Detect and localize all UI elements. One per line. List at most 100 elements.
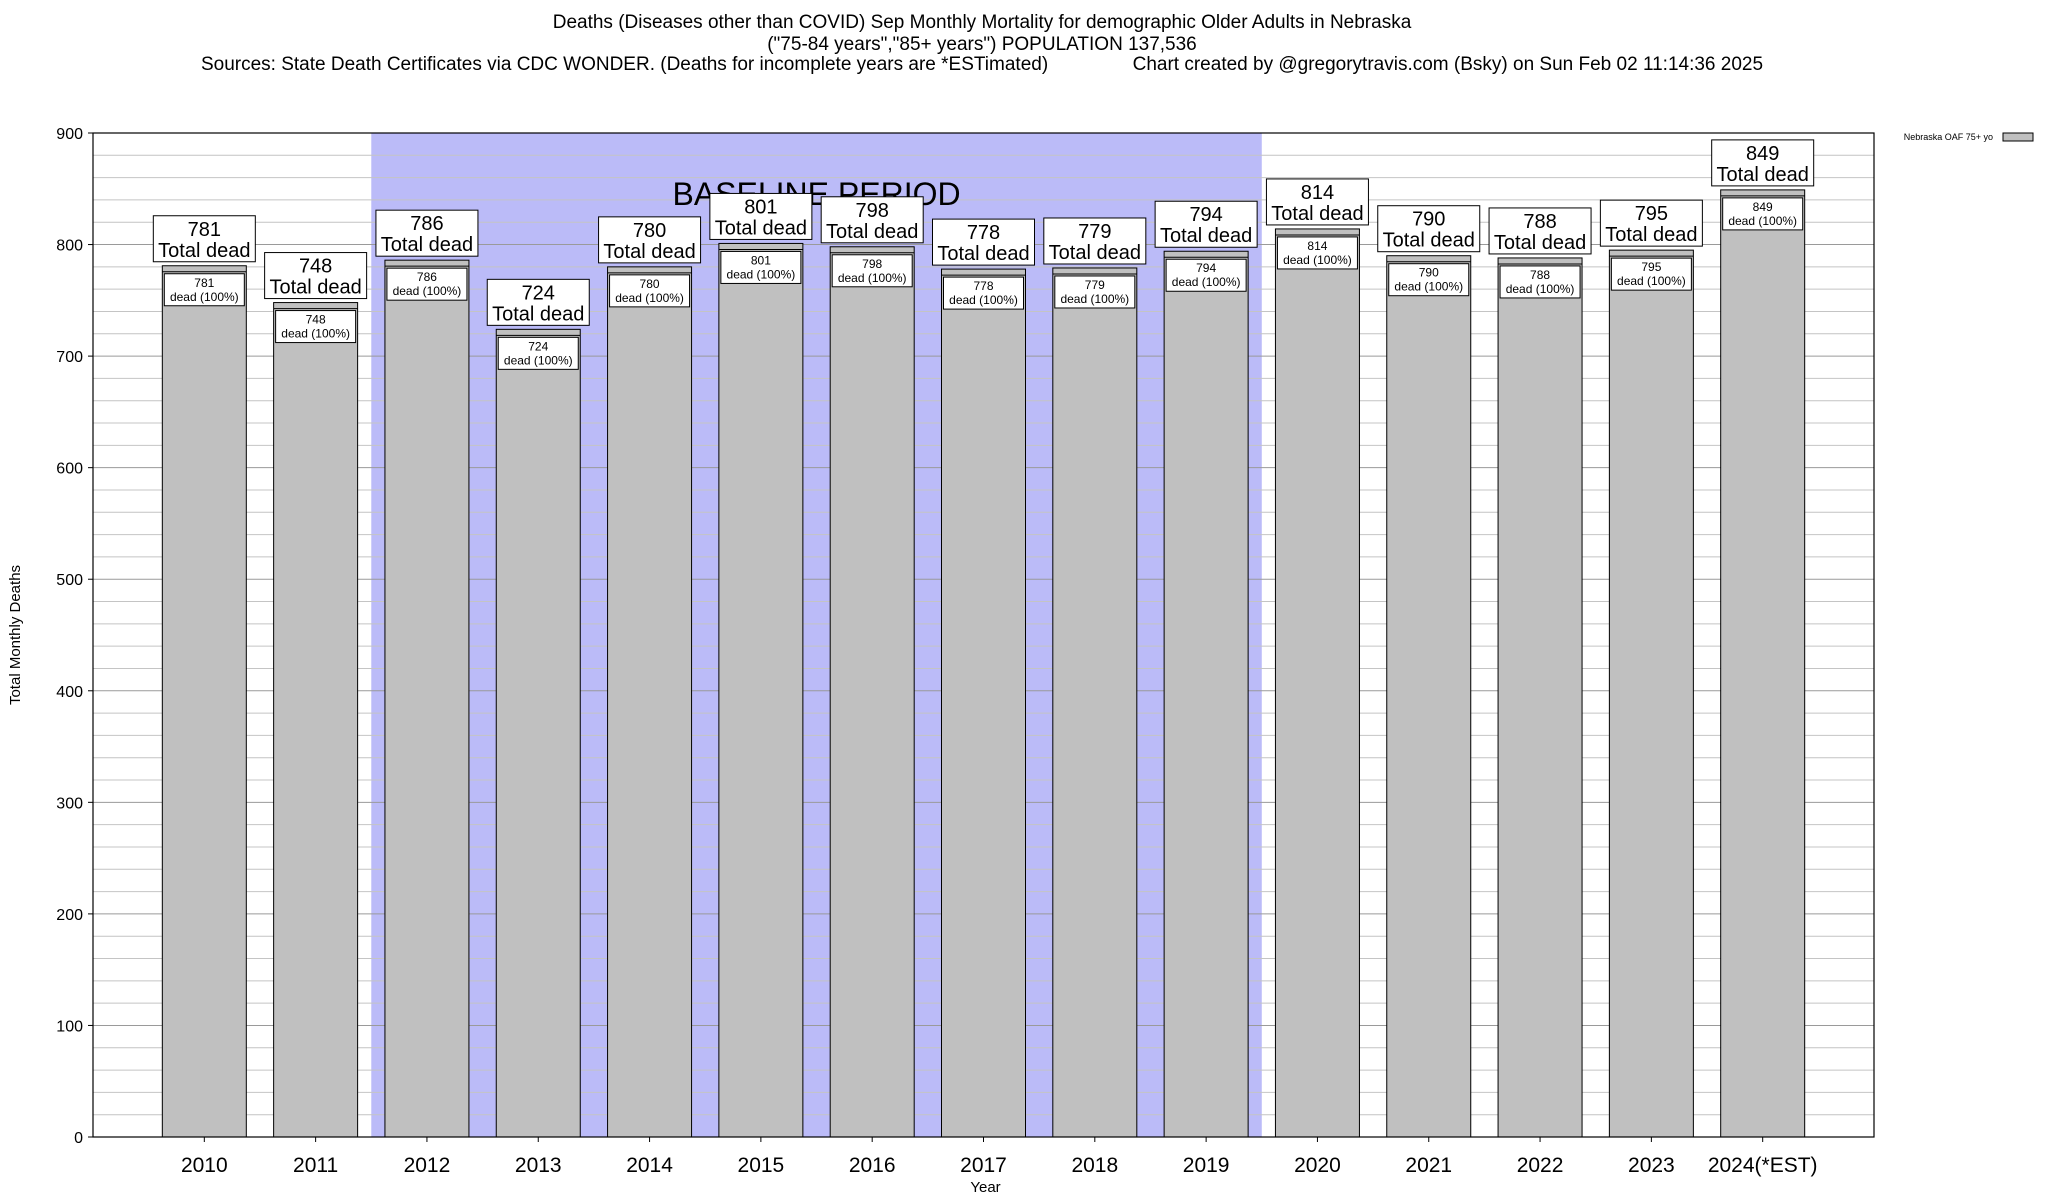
inner-percent-label: dead (100%) bbox=[615, 291, 684, 305]
inner-percent-label: dead (100%) bbox=[838, 271, 907, 285]
bar bbox=[1163, 250, 1249, 1138]
total-dead-label: Total dead bbox=[381, 234, 473, 256]
inner-value-label: 786 bbox=[417, 270, 437, 284]
total-dead-label: Total dead bbox=[1271, 203, 1363, 225]
x-tick-label: 2013 bbox=[515, 1154, 562, 1177]
inner-value-label: 781 bbox=[194, 276, 214, 290]
bar bbox=[1720, 189, 1806, 1138]
x-tick-label: 2024(*EST) bbox=[1708, 1154, 1818, 1177]
inner-label-box bbox=[831, 254, 913, 288]
inner-percent-label: dead (100%) bbox=[1060, 292, 1129, 306]
x-tick-label: 2020 bbox=[1294, 1154, 1341, 1177]
total-label-box bbox=[1043, 217, 1147, 265]
y-axis-label: Total Monthly Deaths bbox=[7, 565, 24, 705]
x-tick-label: 2021 bbox=[1405, 1154, 1452, 1177]
bar bbox=[941, 268, 1026, 1138]
bar bbox=[607, 266, 693, 1138]
inner-value-label: 814 bbox=[1307, 239, 1327, 253]
inner-percent-label: dead (100%) bbox=[281, 327, 350, 341]
x-tick-label: 2018 bbox=[1071, 1154, 1118, 1177]
bar bbox=[161, 265, 247, 1138]
total-dead-label: Total dead bbox=[603, 241, 695, 263]
total-dead-label: Total dead bbox=[1494, 232, 1586, 254]
total-value-label: 790 bbox=[1412, 209, 1445, 231]
x-tick-label: 2023 bbox=[1628, 1154, 1675, 1177]
bar bbox=[495, 328, 581, 1138]
total-dead-label: Total dead bbox=[492, 303, 584, 325]
inner-percent-label: dead (100%) bbox=[727, 267, 796, 281]
y-tick-label: 500 bbox=[56, 572, 83, 589]
inner-value-label: 748 bbox=[306, 313, 326, 327]
inner-value-label: 790 bbox=[1419, 266, 1439, 280]
inner-percent-label: dead (100%) bbox=[1728, 214, 1797, 228]
y-tick-label: 300 bbox=[56, 795, 83, 812]
total-label-box bbox=[152, 215, 256, 263]
total-value-label: 779 bbox=[1078, 221, 1111, 243]
x-tick-label: 2016 bbox=[849, 1154, 896, 1177]
inner-value-label: 778 bbox=[973, 279, 993, 293]
inner-percent-label: dead (100%) bbox=[1394, 280, 1463, 294]
inner-label-box bbox=[609, 274, 691, 308]
chart-title-line-1: Deaths (Diseases other than COVID) Sep M… bbox=[552, 12, 1412, 33]
y-tick-label: 700 bbox=[56, 349, 83, 366]
inner-label-box bbox=[943, 276, 1024, 310]
inner-label-box bbox=[1054, 275, 1136, 309]
total-value-label: 794 bbox=[1189, 204, 1222, 226]
total-value-label: 748 bbox=[299, 256, 332, 278]
x-tick-label: 2011 bbox=[293, 1154, 338, 1177]
total-label-box bbox=[820, 196, 924, 244]
x-tick-label: 2015 bbox=[738, 1154, 785, 1177]
bar bbox=[829, 246, 915, 1138]
total-dead-label: Total dead bbox=[269, 277, 361, 299]
total-label-box bbox=[486, 278, 590, 326]
total-value-label: 724 bbox=[522, 282, 555, 304]
chart-title-line-2: ("75-84 years","85+ years") POPULATION 1… bbox=[767, 34, 1197, 55]
x-tick-label: 2014 bbox=[626, 1154, 673, 1177]
inner-label-box bbox=[386, 267, 468, 301]
inner-label-box bbox=[1276, 236, 1358, 270]
x-axis-label: Year bbox=[970, 1179, 1000, 1196]
x-tick-label: 2017 bbox=[960, 1154, 1007, 1177]
total-dead-label: Total dead bbox=[937, 243, 1029, 265]
inner-value-label: 849 bbox=[1753, 200, 1773, 214]
inner-label-box bbox=[163, 273, 245, 307]
inner-label-box bbox=[1722, 197, 1804, 231]
total-label-box bbox=[932, 218, 1035, 266]
inner-label-box bbox=[1388, 263, 1470, 297]
inner-label-box bbox=[1165, 258, 1247, 292]
x-tick-label: 2022 bbox=[1517, 1154, 1564, 1177]
total-dead-label: Total dead bbox=[1605, 224, 1697, 246]
inner-value-label: 779 bbox=[1085, 278, 1105, 292]
total-value-label: 798 bbox=[856, 200, 889, 222]
y-tick-label: 600 bbox=[56, 461, 83, 478]
inner-value-label: 801 bbox=[751, 253, 771, 267]
y-tick-label: 900 bbox=[56, 126, 83, 143]
bar bbox=[718, 242, 804, 1138]
inner-value-label: 798 bbox=[862, 257, 882, 271]
inner-label-box bbox=[275, 310, 357, 344]
inner-label-box bbox=[720, 250, 802, 284]
x-tick-label: 2012 bbox=[404, 1154, 451, 1177]
chart-source-line: Sources: State Death Certificates via CD… bbox=[200, 54, 1764, 75]
inner-percent-label: dead (100%) bbox=[504, 353, 573, 367]
bar bbox=[1497, 257, 1583, 1138]
x-tick-label: 2010 bbox=[181, 1154, 228, 1177]
inner-percent-label: dead (100%) bbox=[170, 290, 239, 304]
inner-percent-label: dead (100%) bbox=[1506, 282, 1575, 296]
total-value-label: 814 bbox=[1301, 182, 1334, 204]
y-tick-label: 800 bbox=[56, 238, 83, 255]
total-label-box bbox=[1154, 200, 1258, 248]
total-dead-label: Total dead bbox=[1383, 230, 1475, 252]
total-label-box bbox=[1377, 205, 1481, 253]
x-tick-label: 2019 bbox=[1183, 1154, 1230, 1177]
total-dead-label: Total dead bbox=[826, 221, 918, 243]
inner-value-label: 788 bbox=[1530, 268, 1550, 282]
bar bbox=[1274, 228, 1360, 1138]
y-tick-label: 100 bbox=[56, 1018, 83, 1035]
total-dead-label: Total dead bbox=[715, 217, 807, 239]
inner-label-box bbox=[1610, 257, 1692, 291]
total-value-label: 849 bbox=[1746, 143, 1779, 165]
total-label-box bbox=[375, 209, 479, 257]
total-label-box bbox=[1488, 207, 1592, 255]
